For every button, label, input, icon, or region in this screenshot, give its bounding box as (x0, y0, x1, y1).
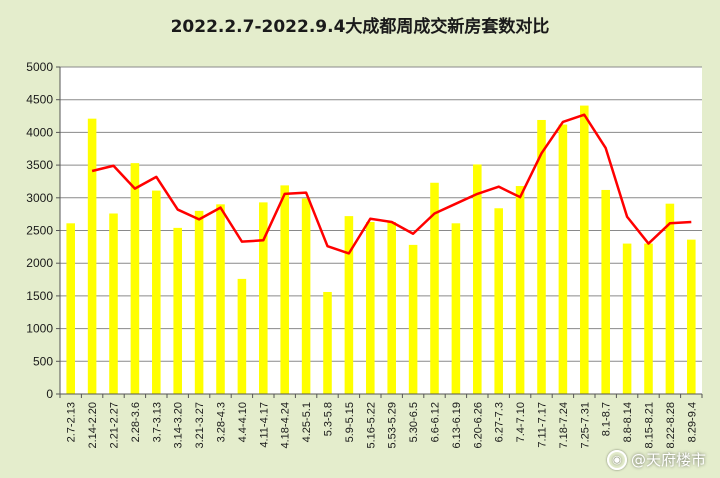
bar (451, 223, 461, 394)
watermark: ◉ @天府楼市 (606, 449, 706, 470)
x-tick-label: 3.21-3.27 (194, 402, 206, 448)
x-tick-label: 8.8-8.14 (622, 402, 634, 442)
bar (237, 278, 247, 394)
x-tick-label: 8.29-9.4 (686, 402, 698, 442)
x-tick-label: 5.53-5.29 (387, 402, 399, 448)
bar (537, 119, 546, 394)
bar (323, 291, 332, 394)
watermark-text: @天府楼市 (630, 451, 706, 469)
bar (66, 223, 75, 394)
x-tick-label: 8.1-8.7 (601, 402, 613, 436)
y-tick-label: 2500 (26, 224, 53, 238)
x-tick-label: 3.7-3.13 (151, 402, 163, 442)
x-tick-label: 2.21-2.27 (109, 402, 121, 448)
y-tick-label: 5000 (26, 60, 53, 74)
bar (152, 190, 161, 394)
bar (366, 221, 375, 394)
bar (665, 203, 675, 394)
bar (280, 185, 289, 394)
bar (216, 204, 225, 394)
x-tick-label: 2.14-2.20 (87, 402, 99, 448)
y-tick-label: 2000 (26, 256, 53, 270)
x-tick-label: 2.28-3.6 (130, 402, 142, 442)
chart-title: 2022.2.7-2022.9.4大成都周成交新房套数对比 (171, 16, 550, 37)
bar (558, 124, 568, 394)
bar (687, 239, 696, 394)
x-tick-label: 4.11-4.17 (258, 402, 270, 448)
bar (387, 221, 396, 394)
x-tick-label: 7.11-7.17 (537, 402, 549, 448)
y-tick-label: 1000 (26, 322, 53, 336)
x-tick-label: 6.13-6.19 (451, 402, 463, 448)
bar (473, 164, 482, 394)
x-tick-label: 8.22-8.28 (665, 402, 677, 448)
bar (87, 118, 97, 394)
y-tick-label: 3000 (26, 191, 53, 205)
bar (580, 105, 589, 394)
bar (430, 182, 439, 394)
x-tick-label: 7.18-7.24 (558, 402, 570, 448)
line-series (91, 113, 692, 255)
x-tick-label: 3.28-4.3 (216, 402, 228, 442)
weibo-icon: ◉ (606, 449, 627, 470)
x-tick-label: 2.7-2.13 (66, 402, 78, 442)
y-tick-label: 4500 (26, 93, 53, 107)
x-tick-label: 5.30-6.5 (408, 402, 420, 442)
y-tick-label: 3500 (26, 158, 53, 172)
x-tick-label: 3.14-3.20 (173, 402, 185, 448)
bar (130, 163, 140, 394)
x-tick-label: 6.6-6.12 (430, 402, 442, 442)
x-tick-label: 6.27-7.3 (494, 402, 506, 442)
y-tick-label: 500 (33, 354, 53, 368)
bar (622, 243, 632, 394)
gridlines (60, 66, 702, 395)
bar (644, 243, 653, 394)
bar (494, 208, 503, 394)
x-tick-label: 5.9-5.15 (344, 402, 356, 442)
y-axis-ticks: 0 500 1000 1500 2000 2500 3000 3500 4000 4500 5000 (26, 60, 60, 401)
bar (194, 210, 204, 394)
x-tick-label: 6.20-6.26 (472, 402, 484, 448)
bar (408, 244, 418, 394)
x-tick-label: 5.16-5.22 (365, 402, 377, 448)
y-tick-label: 0 (46, 387, 53, 401)
bar (259, 202, 268, 394)
x-tick-label: 7.4-7.10 (515, 402, 527, 442)
x-tick-label: 4.18-4.24 (280, 402, 292, 448)
x-tick-label: 5.3-5.8 (323, 402, 335, 436)
x-tick-label: 8.15-8.21 (644, 402, 656, 448)
y-tick-label: 1500 (26, 289, 53, 303)
x-axis-ticks: 2.7-2.13 2.14-2.20 2.21-2.27 2.28-3.6 3.7-3.… (59, 394, 703, 448)
x-tick-label: 4.25-5.1 (301, 402, 313, 442)
x-tick-label: 7.25-7.31 (579, 402, 591, 448)
x-tick-label: 4.4-4.10 (237, 402, 249, 442)
bar (515, 186, 525, 394)
bar-series (66, 105, 696, 394)
bar (301, 198, 311, 394)
y-tick-label: 4000 (26, 125, 53, 139)
bar (601, 189, 610, 394)
bar (344, 216, 354, 394)
bar (173, 227, 182, 394)
bar (109, 213, 118, 394)
